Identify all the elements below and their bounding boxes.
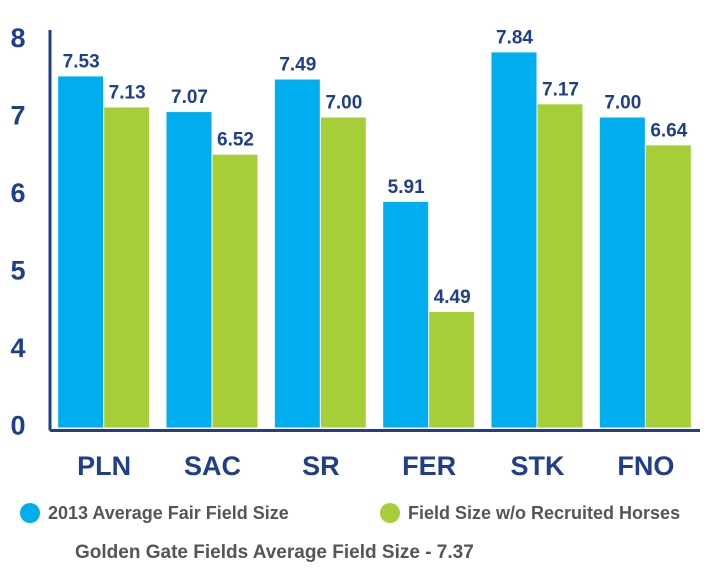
legend-label: Field Size w/o Recruited Horses [408,503,680,523]
x-tick-label: STK [511,451,566,481]
legend-swatch [380,503,400,523]
annotation: Golden Gate Fields Average Field Size - … [75,542,474,563]
y-tick-label: 7 [10,101,25,131]
bar [320,117,366,428]
bar [104,107,150,428]
bar [166,112,212,428]
legend-label: 2013 Average Fair Field Size [48,503,289,523]
x-tick-label: FER [402,451,456,481]
value-label: 7.53 [63,51,100,72]
value-label: 4.49 [434,287,471,308]
value-label: 7.49 [279,55,316,76]
bar [491,52,537,428]
value-label: 7.07 [171,87,208,108]
x-tick-label: SAC [184,451,241,481]
bar [212,154,258,428]
y-tick-label: 8 [10,23,25,53]
x-tick-label: PLN [77,451,131,481]
bar [599,117,645,428]
bar [383,201,429,428]
value-label: 7.00 [604,93,641,114]
y-tick-label: 0 [10,411,25,441]
value-label: 7.84 [496,27,533,48]
value-label: 5.91 [388,177,425,198]
bar [429,312,475,428]
y-tick-label: 4 [10,333,25,363]
bar [274,79,320,428]
value-label: 7.17 [542,79,579,100]
value-label: 6.64 [650,120,687,141]
y-tick-label: 6 [10,178,25,208]
value-label: 6.52 [217,130,254,151]
x-tick-label: FNO [617,451,674,481]
legend-swatch [20,503,40,523]
bar [537,104,583,428]
bar [58,76,104,428]
value-label: 7.13 [109,82,146,103]
bar [645,145,691,428]
y-tick-label: 5 [10,256,25,286]
value-label: 7.00 [325,93,362,114]
x-tick-label: SR [302,451,340,481]
